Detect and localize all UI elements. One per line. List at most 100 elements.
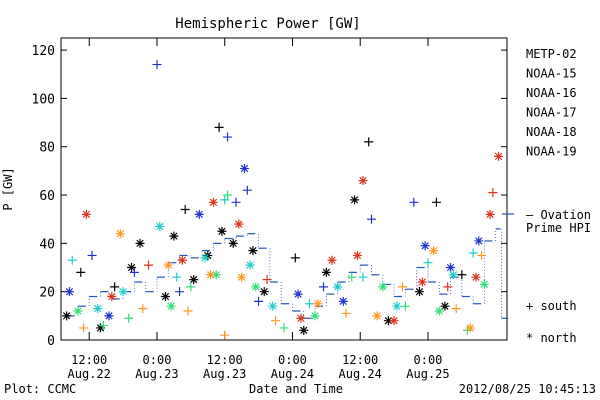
- data-point-south: [457, 270, 467, 280]
- data-point-north: [206, 270, 216, 280]
- data-point-north: [389, 316, 399, 326]
- x-tick-label-time: 0:00: [278, 353, 307, 367]
- data-point-north: [135, 238, 145, 248]
- data-point-north: [352, 250, 362, 260]
- data-point-north: [155, 221, 165, 231]
- data-point-north: [372, 311, 382, 321]
- data-point-north: [327, 255, 337, 265]
- data-point-south: [79, 323, 89, 333]
- data-point-north: [169, 231, 179, 241]
- data-point-north: [189, 275, 199, 285]
- data-point-north: [434, 306, 444, 316]
- data-point-south: [254, 296, 264, 306]
- y-tick-label: 80: [39, 141, 55, 156]
- data-point-south: [183, 306, 193, 316]
- data-point-south: [468, 248, 478, 258]
- y-tick-label: 40: [39, 237, 55, 252]
- legend-ovation-line2: Prime HPI: [526, 221, 591, 235]
- x-tick-label-time: 0:00: [414, 353, 443, 367]
- plot-frame: [60, 37, 508, 341]
- data-point-north: [378, 282, 388, 292]
- data-point-north: [104, 311, 114, 321]
- data-point-south: [76, 267, 86, 277]
- data-points: [62, 60, 504, 340]
- data-point-north: [200, 253, 210, 263]
- y-axis-label: P [GW]: [1, 167, 15, 210]
- data-point-north: [115, 229, 125, 239]
- data-point-south: [231, 197, 241, 207]
- data-point-north: [217, 226, 227, 236]
- y-tick-label: 0: [47, 334, 55, 349]
- data-point-north: [296, 313, 306, 323]
- data-point-north: [194, 209, 204, 219]
- data-point-south: [220, 195, 230, 205]
- data-point-north: [211, 270, 221, 280]
- x-tick-label-date: Aug.24: [339, 367, 382, 381]
- data-point-north: [321, 267, 331, 277]
- footer-plot-credit: Plot: CCMC: [4, 382, 76, 396]
- data-point-north: [350, 195, 360, 205]
- x-tick-label-time: 0:00: [143, 353, 172, 367]
- x-tick-label-time: 12:00: [71, 353, 107, 367]
- data-point-north: [440, 301, 450, 311]
- data-point-south: [214, 122, 224, 132]
- data-point-south: [290, 253, 300, 263]
- data-point-north: [163, 260, 173, 270]
- data-point-south: [398, 282, 408, 292]
- data-point-north: [417, 277, 427, 287]
- data-point-north: [248, 246, 258, 256]
- data-point-north: [299, 325, 309, 335]
- data-point-south: [220, 330, 230, 340]
- data-point-north: [392, 301, 402, 311]
- data-point-south: [347, 272, 357, 282]
- x-tick-label-date: Aug.22: [68, 367, 111, 381]
- legend-series-label: NOAA-15: [526, 67, 577, 81]
- data-point-south: [271, 316, 281, 326]
- y-tick-label: 100: [32, 92, 55, 107]
- data-point-north: [127, 263, 137, 273]
- data-point-north: [234, 219, 244, 229]
- x-tick-label-date: Aug.25: [406, 367, 449, 381]
- data-point-south: [358, 272, 368, 282]
- data-point-south: [488, 188, 498, 198]
- data-point-north: [474, 236, 484, 246]
- data-point-north: [338, 296, 348, 306]
- y-tick-label: 20: [39, 286, 55, 301]
- data-point-north: [251, 282, 261, 292]
- x-tick-label-date: Aug.23: [203, 367, 246, 381]
- data-point-south: [180, 205, 190, 215]
- data-point-north: [448, 270, 458, 280]
- data-point-south: [409, 197, 419, 207]
- legend-north-label: * north: [526, 331, 577, 345]
- data-point-south: [304, 299, 314, 309]
- data-point-south: [400, 301, 410, 311]
- data-point-north: [160, 292, 170, 302]
- data-point-north: [479, 279, 489, 289]
- legend-south-label: + south: [526, 299, 577, 313]
- data-point-north: [96, 323, 106, 333]
- data-point-north: [73, 306, 83, 316]
- ovation-series: [66, 228, 509, 319]
- data-point-north: [62, 311, 72, 321]
- data-point-north: [414, 287, 424, 297]
- data-point-south: [144, 260, 154, 270]
- data-point-north: [166, 301, 176, 311]
- data-point-south: [431, 197, 441, 207]
- data-point-north: [245, 260, 255, 270]
- data-point-north: [81, 209, 91, 219]
- legend: — Ovation Prime HPI + south * north METP…: [502, 47, 591, 345]
- data-point-north: [383, 316, 393, 326]
- data-point-south: [129, 267, 139, 277]
- data-point-north: [485, 209, 495, 219]
- data-point-north: [177, 255, 187, 265]
- x-axis-label: Date and Time: [249, 382, 343, 396]
- legend-series-label: NOAA-16: [526, 86, 577, 100]
- x-tick-label-time: 12:00: [207, 353, 243, 367]
- data-point-south: [423, 258, 433, 268]
- data-point-south: [477, 250, 487, 260]
- data-point-north: [333, 282, 343, 292]
- data-point-north: [293, 289, 303, 299]
- data-point-south: [67, 255, 77, 265]
- data-point-north: [429, 246, 439, 256]
- legend-series-label: NOAA-19: [526, 145, 577, 159]
